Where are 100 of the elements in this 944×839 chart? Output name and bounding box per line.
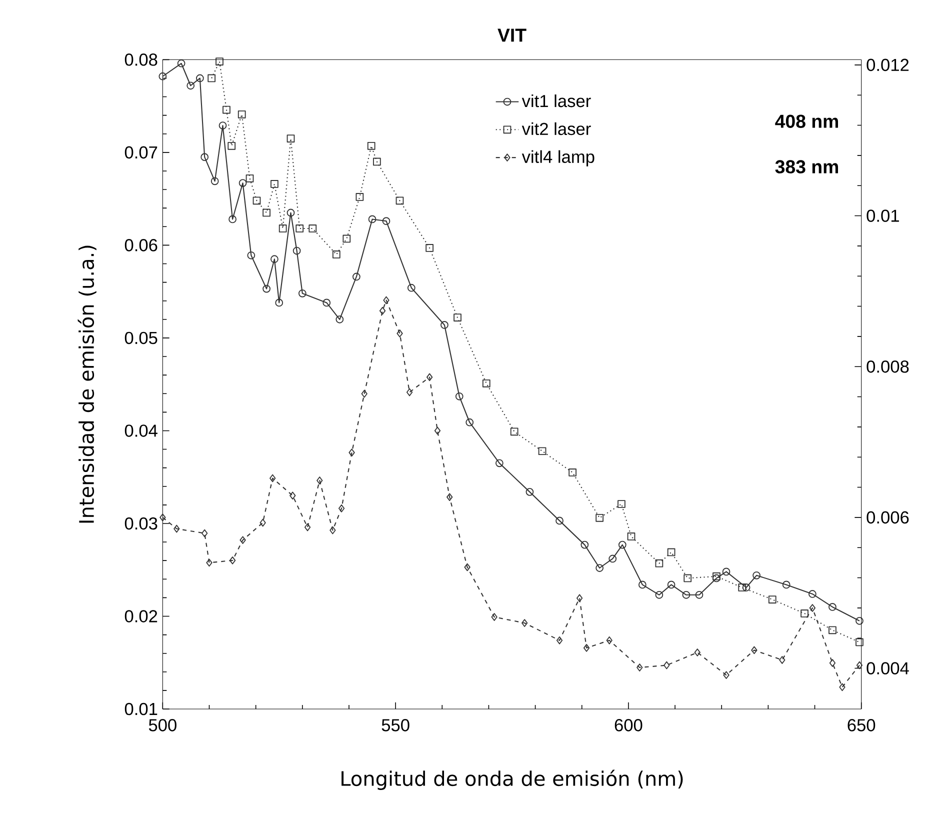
point	[655, 590, 664, 599]
point	[455, 392, 464, 400]
point	[828, 603, 836, 611]
y-tick-label: 0.04	[124, 424, 158, 437]
point	[618, 500, 626, 508]
point	[222, 106, 230, 114]
y-tick-label: 0.08	[124, 54, 158, 66]
point	[177, 59, 186, 68]
point	[240, 536, 246, 544]
point	[779, 656, 786, 664]
point	[454, 314, 462, 322]
point	[292, 246, 301, 255]
point	[526, 488, 534, 496]
point	[426, 244, 434, 252]
point	[627, 532, 636, 540]
point	[338, 504, 345, 512]
point	[712, 574, 720, 582]
point	[638, 580, 646, 589]
point	[738, 584, 746, 592]
point	[856, 661, 863, 670]
point	[383, 296, 390, 304]
y-tick-label: 0.01	[124, 702, 158, 716]
legend-label: vitl4 lamp	[522, 150, 594, 166]
annotation: 408 nm	[775, 114, 838, 128]
y-tick-label: 0.05	[124, 332, 158, 344]
point	[396, 196, 404, 205]
y2-tick-label: 0.01	[866, 210, 899, 222]
point	[782, 580, 790, 589]
point	[556, 516, 564, 525]
x-tick-label: 650	[848, 719, 876, 732]
y-tick-label: 0.06	[124, 239, 158, 252]
point	[829, 659, 836, 667]
point	[828, 626, 836, 634]
y2-tick-label: 0.004	[866, 662, 909, 674]
point	[596, 514, 604, 522]
y2-tick-label: 0.012	[866, 58, 909, 72]
point	[322, 298, 331, 307]
point	[361, 390, 368, 398]
point	[174, 524, 180, 533]
point	[664, 661, 670, 670]
point	[278, 224, 287, 232]
point	[618, 540, 626, 549]
point	[809, 604, 816, 612]
point	[252, 196, 261, 205]
point	[682, 590, 690, 599]
point	[160, 514, 166, 522]
point	[580, 540, 589, 549]
point	[270, 180, 278, 188]
point	[304, 523, 311, 532]
point	[751, 646, 758, 654]
legend-label: vit2 laser	[522, 122, 591, 136]
point	[464, 563, 470, 572]
point	[348, 448, 355, 457]
x-tick-label: 600	[614, 719, 642, 732]
point	[342, 234, 351, 243]
point	[270, 474, 276, 482]
point	[290, 492, 296, 500]
point	[596, 564, 604, 572]
point	[856, 616, 864, 625]
point	[382, 217, 390, 226]
point	[583, 644, 590, 652]
point	[286, 134, 295, 142]
point	[367, 142, 376, 150]
point	[636, 664, 643, 672]
point	[522, 619, 528, 627]
point	[608, 554, 617, 563]
point	[466, 418, 474, 426]
point	[396, 329, 403, 338]
point	[352, 272, 360, 281]
point	[684, 574, 692, 582]
point	[808, 590, 816, 598]
y2-tick-label: 0.008	[866, 360, 909, 373]
point	[426, 373, 433, 382]
point	[262, 284, 270, 293]
point	[406, 388, 413, 396]
point	[379, 306, 386, 315]
point	[538, 447, 546, 456]
point	[296, 224, 304, 232]
point	[316, 476, 323, 484]
point	[206, 558, 212, 567]
x-tick-label: 500	[148, 719, 176, 732]
point	[372, 158, 381, 166]
y-tick-label: 0.02	[124, 610, 158, 622]
y-axis-title: Intensidad de emisión (u.a.)	[78, 246, 96, 523]
chart-title: VIT	[498, 28, 526, 42]
point	[262, 208, 270, 217]
point	[247, 251, 256, 260]
point	[576, 594, 583, 602]
point	[491, 613, 498, 621]
point	[208, 74, 216, 82]
point	[368, 215, 376, 224]
point	[210, 177, 219, 186]
point	[667, 580, 676, 589]
point	[229, 556, 236, 564]
point	[752, 571, 760, 580]
point	[298, 289, 306, 298]
point	[695, 590, 704, 599]
point	[723, 671, 730, 679]
point	[286, 208, 295, 217]
point	[434, 426, 441, 435]
